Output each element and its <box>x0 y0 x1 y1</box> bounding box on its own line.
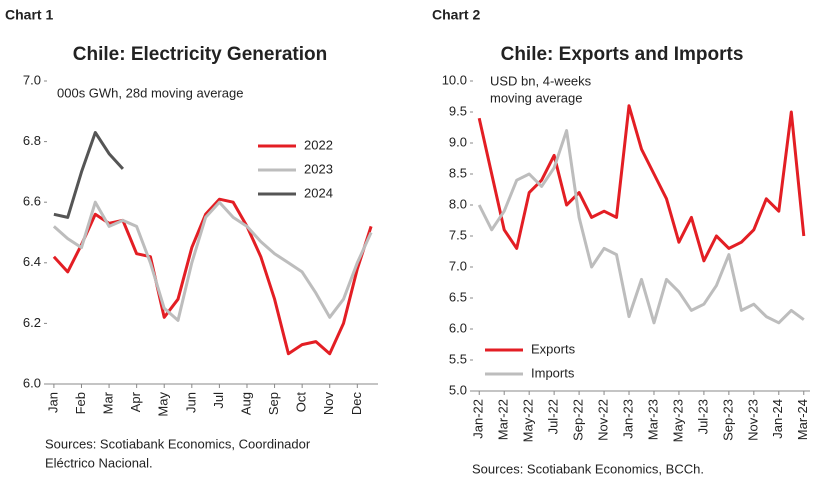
x-tick-label: Oct <box>294 392 309 413</box>
y-tick-label: 6.0 <box>449 320 467 335</box>
legend-label: 2024 <box>304 185 333 200</box>
y-tick-label: 6.5 <box>449 289 467 304</box>
annotation: USD bn, 4-weeks <box>490 73 592 88</box>
x-tick-label: Nov-22 <box>595 399 610 441</box>
series-line <box>53 131 125 219</box>
legend-label: Imports <box>531 365 575 380</box>
x-tick-label: Jul-22 <box>546 399 561 434</box>
legend-label: 2023 <box>304 161 333 176</box>
x-tick-label: May-22 <box>521 399 536 442</box>
y-tick-label: 7.0 <box>449 258 467 273</box>
y-tick-label: 7.0 <box>23 72 41 87</box>
y-tick-label: 6.8 <box>23 133 41 148</box>
y-tick-label: 5.5 <box>449 351 467 366</box>
source: Sources: Scotiabank Economics, Coordinad… <box>45 436 311 451</box>
y-tick-label: 7.5 <box>449 227 467 242</box>
x-tick-label: Jan-24 <box>770 399 785 439</box>
legend-label: Exports <box>531 341 576 356</box>
x-tick-label: Sep-23 <box>720 399 735 441</box>
y-tick-label: 6.4 <box>23 254 41 269</box>
y-tick-label: 6.0 <box>23 375 41 390</box>
series-line <box>477 104 806 263</box>
y-tick-label: 8.5 <box>449 165 467 180</box>
x-tick-label: Mar-24 <box>795 399 810 440</box>
x-tick-label: Mar-23 <box>645 399 660 440</box>
y-tick-label: 8.0 <box>449 196 467 211</box>
x-tick-label: Nov <box>321 392 336 416</box>
x-tick-label: Sep-22 <box>571 399 586 441</box>
x-tick-label: Jul-23 <box>695 399 710 434</box>
y-tick-label: 6.2 <box>23 315 41 330</box>
chart-label: Chart 2 <box>432 7 480 23</box>
x-tick-label: Aug <box>238 392 253 415</box>
x-tick-label: May-23 <box>670 399 685 442</box>
y-tick-label: 9.5 <box>449 103 467 118</box>
x-tick-label: Sep <box>266 392 281 415</box>
source: Eléctrico Nacional. <box>45 455 153 470</box>
annotation: 000s GWh, 28d moving average <box>57 85 243 100</box>
chart-title: Chile: Exports and Imports <box>501 44 744 65</box>
x-tick-label: Jan <box>45 392 60 413</box>
legend-label: 2022 <box>304 137 333 152</box>
annotation: moving average <box>490 90 583 105</box>
x-tick-label: Jul <box>211 392 226 409</box>
y-tick-label: 5.0 <box>449 382 467 397</box>
x-tick-label: Jan-22 <box>471 399 486 439</box>
series-line <box>52 200 373 322</box>
x-tick-label: Jun <box>183 392 198 413</box>
x-tick-label: Mar <box>101 391 116 414</box>
x-tick-label: Nov-23 <box>745 399 760 441</box>
source: Sources: Scotiabank Economics, BCCh. <box>472 461 704 476</box>
x-tick-label: Mar-22 <box>496 399 511 440</box>
y-tick-label: 10.0 <box>442 72 467 87</box>
chart-label: Chart 1 <box>5 7 53 23</box>
series-line <box>477 129 805 325</box>
chart-title: Chile: Electricity Generation <box>73 44 327 65</box>
x-tick-label: Jan-23 <box>620 399 635 439</box>
y-tick-label: 9.0 <box>449 134 467 149</box>
series-line <box>52 197 373 356</box>
y-tick-label: 6.6 <box>23 194 41 209</box>
x-tick-label: Apr <box>128 391 143 412</box>
x-tick-label: Dec <box>349 392 364 416</box>
x-tick-label: May <box>156 392 171 417</box>
x-tick-label: Feb <box>73 392 88 414</box>
